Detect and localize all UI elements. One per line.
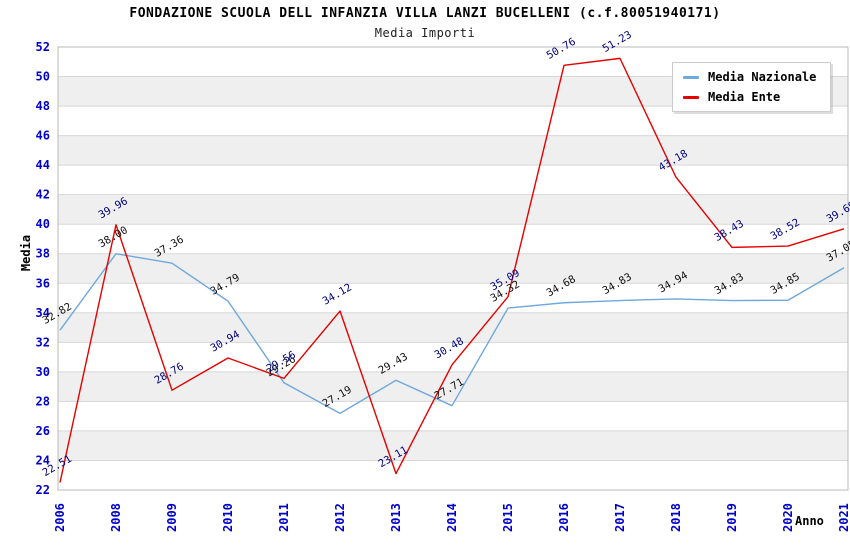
x-tick-label: 2018 (669, 503, 683, 532)
x-tick-label: 2010 (221, 503, 235, 532)
y-tick-label: 44 (36, 158, 50, 172)
value-label: 50.76 (545, 36, 578, 62)
legend-label-media-nazionale: Media Nazionale (708, 70, 817, 84)
y-tick-label: 22 (36, 483, 50, 497)
legend-label-media-ente: Media Ente (708, 90, 781, 104)
media-nazionale-line-swatch (683, 75, 699, 79)
x-tick-label: 2013 (389, 503, 403, 532)
x-tick-label: 2008 (109, 503, 123, 532)
x-tick-label: 2021 (837, 503, 850, 532)
value-label: 38.00 (97, 224, 130, 250)
plot-band (58, 430, 848, 461)
y-tick-label: 48 (36, 99, 50, 113)
y-tick-label: 32 (36, 335, 50, 349)
plot-band (58, 194, 848, 225)
plot-frame (57, 46, 849, 491)
media-ente-line-swatch (683, 95, 699, 99)
legend-item-media-nazionale[interactable]: Media Nazionale (683, 70, 816, 84)
series-line-media-ente (59, 57, 845, 483)
x-tick-label: 2012 (333, 503, 347, 532)
x-tick-label: 2015 (501, 503, 515, 532)
y-tick-label: 28 (36, 394, 50, 408)
y-tick-label: 38 (36, 247, 50, 261)
y-tick-label: 42 (36, 188, 50, 202)
x-tick-label: 2017 (613, 503, 627, 532)
legend-item-media-ente[interactable]: Media Ente (683, 90, 816, 104)
y-tick-label: 52 (36, 40, 50, 54)
plot-band (58, 312, 848, 343)
y-tick-label: 24 (36, 453, 50, 467)
y-axis-title: Media (19, 234, 33, 272)
plot-band (58, 371, 848, 402)
x-tick-label: 2019 (725, 503, 739, 532)
x-axis-title: Anno (795, 514, 824, 528)
y-tick-label: 46 (36, 129, 50, 143)
x-tick-label: 2014 (445, 503, 459, 532)
chart-subtitle: Media Importi (374, 26, 476, 40)
legend: Media Nazionale Media Ente (672, 62, 832, 112)
series-line-media-nazionale (59, 253, 845, 415)
y-tick-label: 30 (36, 365, 50, 379)
value-label: 51.23 (601, 29, 634, 55)
plot-band (58, 135, 848, 166)
x-tick-label: 2011 (277, 503, 291, 532)
y-tick-label: 34 (36, 306, 50, 320)
x-tick-label: 2020 (781, 503, 795, 532)
y-tick-label: 36 (36, 276, 50, 290)
x-tick-label: 2006 (53, 503, 67, 532)
plot-band (58, 253, 848, 284)
y-tick-label: 50 (36, 70, 50, 84)
chart-title: FONDAZIONE SCUOLA DELL INFANZIA VILLA LA… (129, 6, 721, 21)
value-label: 34.12 (321, 281, 354, 307)
y-tick-label: 40 (36, 217, 50, 231)
x-tick-label: 2016 (557, 503, 571, 532)
x-tick-label: 2009 (165, 503, 179, 532)
y-tick-label: 26 (36, 424, 50, 438)
